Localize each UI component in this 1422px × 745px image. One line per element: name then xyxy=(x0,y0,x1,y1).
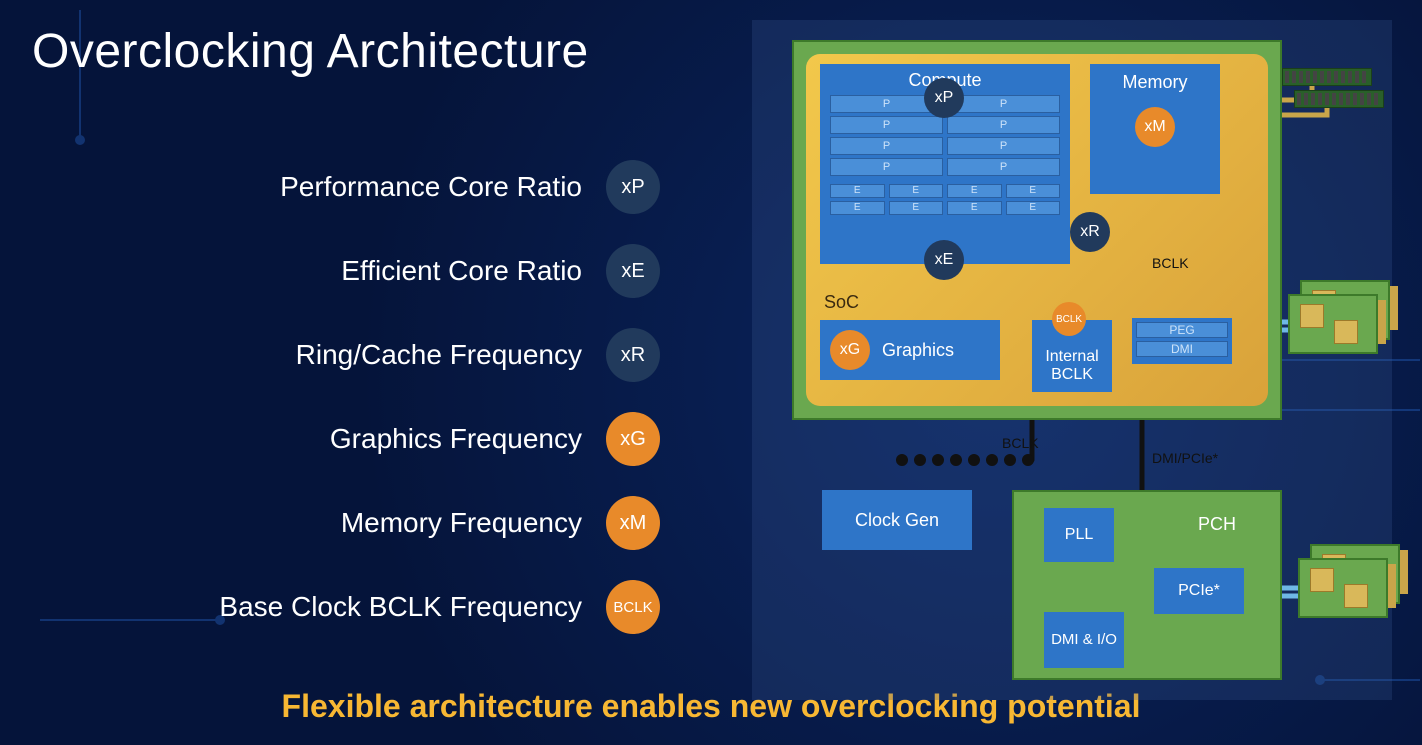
dmi-io-block: DMI & I/O xyxy=(1044,612,1124,668)
dmi-label: DMI xyxy=(1136,341,1228,357)
legend-row: Performance Core Ratio xP xyxy=(60,160,660,214)
badge-xe: xE xyxy=(606,244,660,298)
memory-block: Memory xM xyxy=(1090,64,1220,194)
badge-xr: xR xyxy=(606,328,660,382)
badge-xr-diagram: xR xyxy=(1070,212,1110,252)
graphics-label: Graphics xyxy=(882,340,954,361)
wire-label-bclk: BCLK xyxy=(1002,435,1039,451)
legend: Performance Core Ratio xP Efficient Core… xyxy=(60,160,660,664)
clockgen-block: Clock Gen xyxy=(822,490,972,550)
e-core: E xyxy=(830,201,885,215)
badge-xg: xG xyxy=(606,412,660,466)
p-core: P xyxy=(947,116,1060,134)
badge-xp: xP xyxy=(606,160,660,214)
legend-row: Efficient Core Ratio xE xyxy=(60,244,660,298)
badge-xp-diagram: xP xyxy=(924,78,964,118)
ram-stick xyxy=(1294,90,1384,108)
peg-label: PEG xyxy=(1136,322,1228,338)
legend-row: Base Clock BCLK Frequency BCLK xyxy=(60,580,660,634)
p-core: P xyxy=(830,137,943,155)
e-core: E xyxy=(947,184,1002,198)
badge-xm: xM xyxy=(606,496,660,550)
e-core: E xyxy=(1006,201,1061,215)
soc-label: SoC xyxy=(824,292,859,313)
pcie-block: PCIe* xyxy=(1154,568,1244,614)
badge-bclk-diagram: BCLK xyxy=(1052,302,1086,336)
peg-dmi-block: PEG DMI xyxy=(1132,318,1232,364)
e-core: E xyxy=(830,184,885,198)
memory-title: Memory xyxy=(1090,72,1220,93)
legend-label: Efficient Core Ratio xyxy=(341,255,582,287)
e-core: E xyxy=(947,201,1002,215)
badge-xm-diagram: xM xyxy=(1135,107,1175,147)
legend-label: Memory Frequency xyxy=(341,507,582,539)
p-core: P xyxy=(947,158,1060,176)
int-bclk-line2: BCLK xyxy=(1032,366,1112,384)
legend-row: Ring/Cache Frequency xR xyxy=(60,328,660,382)
addon-card xyxy=(1288,294,1378,354)
legend-row: Memory Frequency xM xyxy=(60,496,660,550)
legend-label: Base Clock BCLK Frequency xyxy=(219,591,582,623)
legend-label: Ring/Cache Frequency xyxy=(296,339,582,371)
legend-row: Graphics Frequency xG xyxy=(60,412,660,466)
p-core: P xyxy=(947,137,1060,155)
page-title: Overclocking Architecture xyxy=(32,24,589,79)
p-core: P xyxy=(830,116,943,134)
e-core: E xyxy=(889,184,944,198)
pll-block: PLL xyxy=(1044,508,1114,562)
badge-bclk: BCLK xyxy=(606,580,660,634)
legend-label: Performance Core Ratio xyxy=(280,171,582,203)
badge-xe-diagram: xE xyxy=(924,240,964,280)
wire-label-bclk: BCLK xyxy=(1152,255,1189,271)
int-bclk-line1: Internal xyxy=(1032,348,1112,366)
diagram-panel: SoC Compute PP PP PP PP EEEE EEEE xP xE … xyxy=(752,20,1392,700)
wire-label-dmi-pcie: DMI/PCIe* xyxy=(1152,450,1218,466)
ram-stick xyxy=(1282,68,1372,86)
graphics-block: xG Graphics xyxy=(820,320,1000,380)
p-core: P xyxy=(830,158,943,176)
e-core: E xyxy=(1006,184,1061,198)
addon-card xyxy=(1298,558,1388,618)
pch-label: PCH xyxy=(1198,514,1236,535)
badge-xg-diagram: xG xyxy=(830,330,870,370)
legend-label: Graphics Frequency xyxy=(330,423,582,455)
pch-package: PCH PLL PCIe* DMI & I/O xyxy=(1012,490,1282,680)
e-core: E xyxy=(889,201,944,215)
